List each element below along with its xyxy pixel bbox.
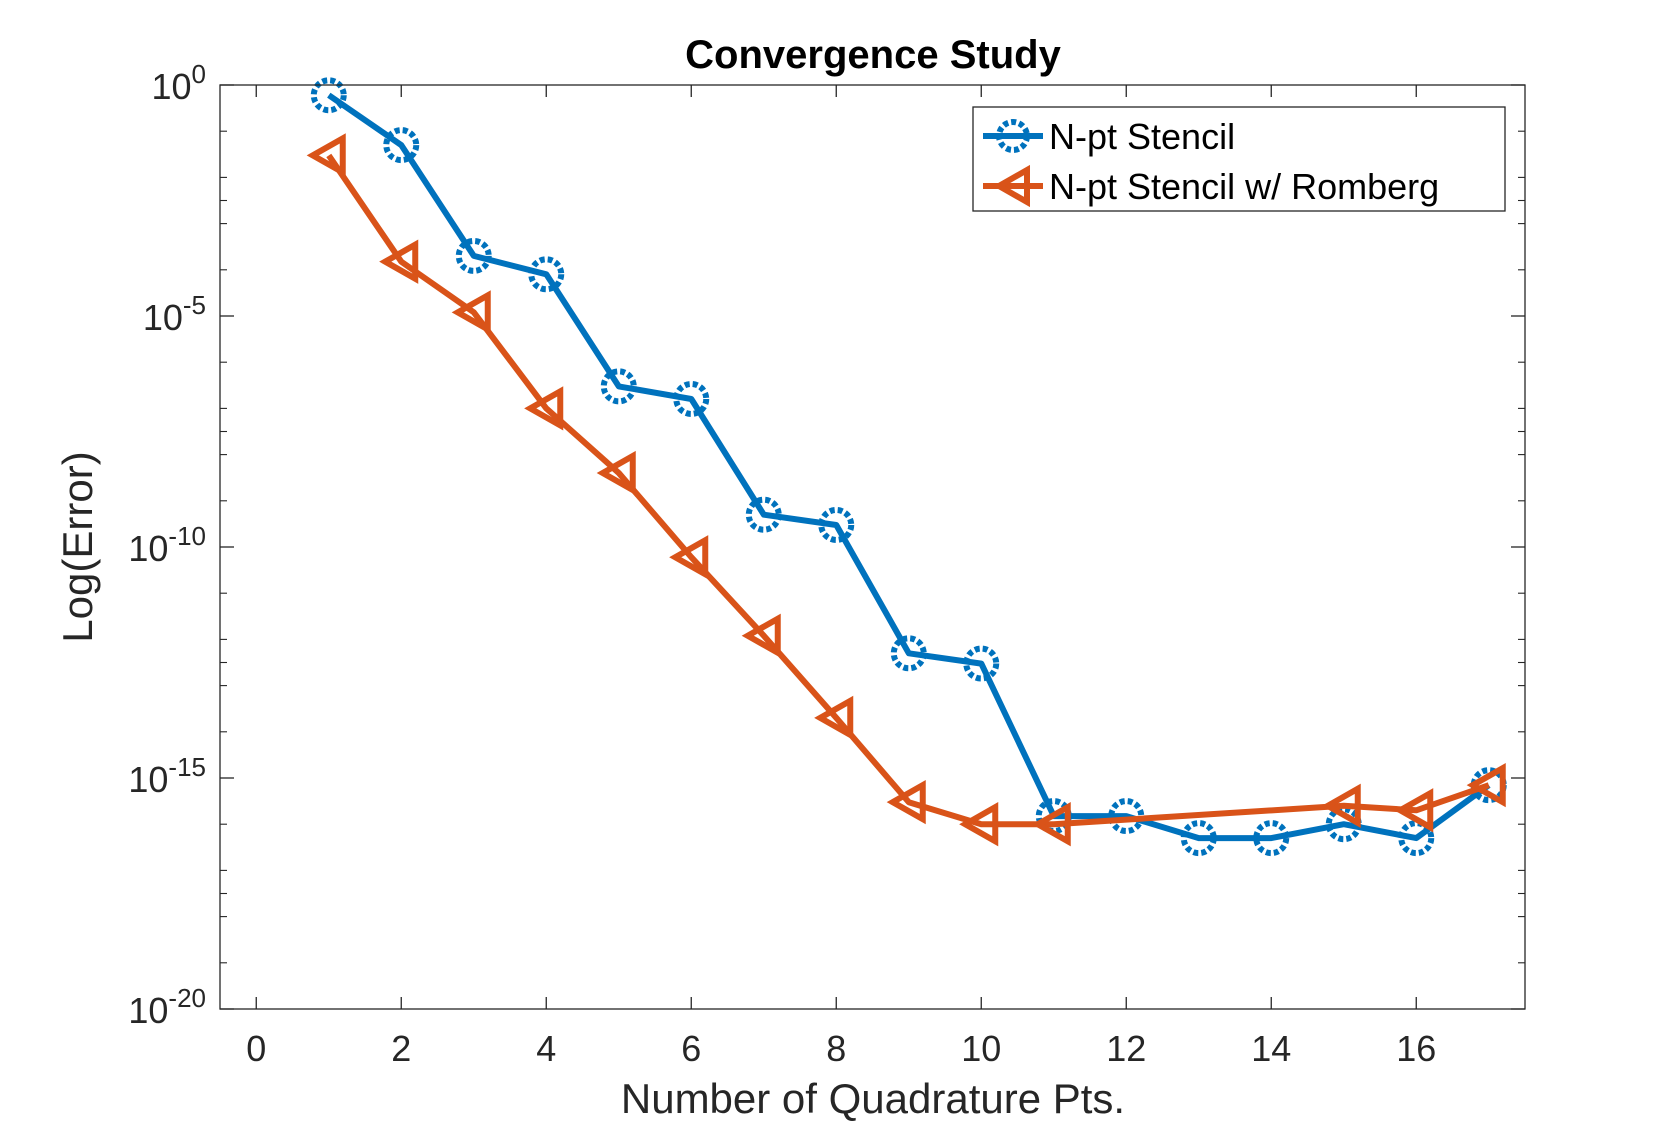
legend-marker-triangle <box>992 164 1030 208</box>
x-tick-label: 2 <box>391 1028 411 1069</box>
data-point-circle <box>1253 820 1290 857</box>
x-axis-label: Number of Quadrature Pts. <box>621 1075 1125 1121</box>
x-tick-label: 6 <box>681 1028 701 1069</box>
data-point-triangle <box>451 290 491 335</box>
data-point-triangle <box>959 802 999 847</box>
x-tick-label: 0 <box>246 1028 266 1069</box>
data-point-triangle <box>741 613 781 658</box>
data-point-triangle <box>379 239 419 284</box>
data-point-triangle <box>1466 763 1506 808</box>
chart-title: Convergence Study <box>685 33 1061 77</box>
series-layer <box>306 77 1507 857</box>
data-point-circle <box>528 256 565 293</box>
series-npt-stencil-romberg <box>306 133 1506 847</box>
data-point-circle <box>818 506 855 543</box>
data-point-triangle <box>814 695 854 741</box>
ticks-layer <box>220 84 1525 1010</box>
legend-box <box>972 106 1506 212</box>
data-point-circle <box>600 368 637 405</box>
x-tick-label: 4 <box>536 1028 556 1069</box>
plot-frame <box>219 84 1526 1010</box>
y-tick-label: 10-20 <box>128 983 206 1031</box>
data-point-triangle <box>669 535 709 580</box>
series-line <box>327 92 1491 842</box>
legend: N-pt Stencil N-pt Stencil w/ Romberg <box>972 106 1506 212</box>
x-tick-label: 14 <box>1251 1028 1291 1069</box>
data-point-circle <box>455 237 492 274</box>
data-point-circle <box>310 77 347 114</box>
y-tick-label: 100 <box>151 59 206 107</box>
data-point-circle <box>383 127 420 164</box>
x-tick-label: 10 <box>961 1028 1001 1069</box>
data-point-circle <box>890 635 927 672</box>
legend-marker-circle <box>996 119 1030 153</box>
plot-area <box>220 85 1525 1009</box>
data-point-circle <box>1398 820 1435 857</box>
x-tick-label: 12 <box>1106 1028 1146 1069</box>
y-axis-label: Log(Error) <box>54 451 101 642</box>
data-point-circle <box>673 380 710 417</box>
data-point-triangle <box>886 780 926 825</box>
tick-labels-layer: 0 2 4 6 8 10 12 14 16 100 10-5 10-10 10-15 10-20 <box>128 59 1436 1069</box>
legend-label-romberg: N-pt Stencil w/ Romberg <box>1049 166 1439 207</box>
y-tick-label: 10-15 <box>128 752 206 800</box>
y-tick-label: 10-5 <box>143 290 206 338</box>
data-point-triangle <box>1394 788 1434 833</box>
data-point-triangle <box>524 386 564 431</box>
data-point-circle <box>1180 820 1217 857</box>
y-tick-label: 10-10 <box>128 521 206 569</box>
data-point-triangle <box>306 133 346 178</box>
data-point-triangle <box>1321 783 1361 828</box>
x-tick-label: 8 <box>826 1028 846 1069</box>
data-point-circle <box>963 645 1000 682</box>
data-point-circle <box>745 496 782 533</box>
data-point-triangle <box>1031 802 1071 847</box>
x-tick-label: 16 <box>1396 1028 1436 1069</box>
legend-label-npt-stencil: N-pt Stencil <box>1049 116 1235 157</box>
data-point-triangle <box>596 450 636 496</box>
